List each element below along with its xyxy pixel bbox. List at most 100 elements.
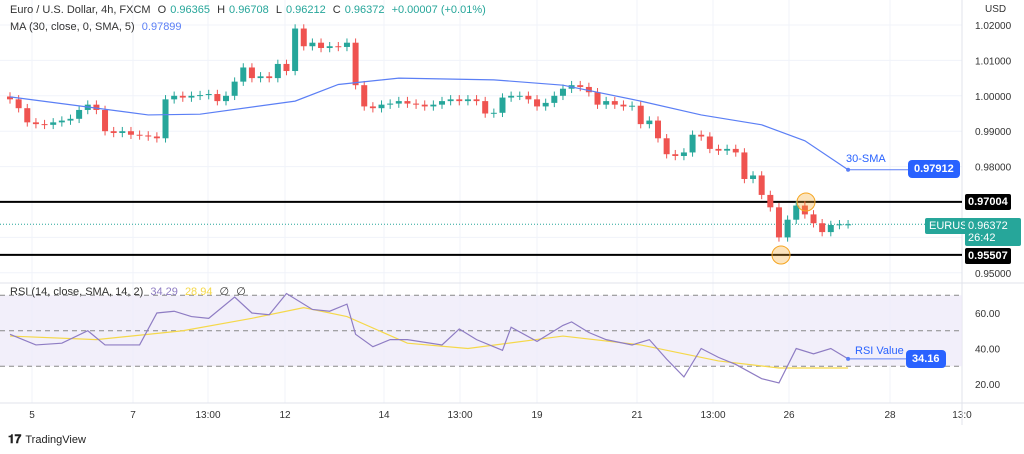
candle-body <box>741 152 748 179</box>
time-tick: 13:00 <box>195 410 220 421</box>
ma-legend-label: MA (30, close, 0, SMA, 5) <box>10 21 135 33</box>
candle-body <box>603 101 610 105</box>
candle-body <box>767 194 774 208</box>
candle-body <box>292 28 299 72</box>
time-tick: 26 <box>783 410 795 421</box>
candle-body <box>257 76 264 79</box>
rsi-legend-label: RSI (14, close, SMA, 14, 2) <box>10 286 144 298</box>
candle-body <box>369 106 376 109</box>
support-price-tag: 0.95507 <box>965 248 1011 264</box>
candle-body <box>248 67 255 79</box>
low-value: 0.96212 <box>285 4 326 16</box>
candle-body <box>689 134 696 153</box>
tradingview-logo[interactable]: 𝟏𝟕 TradingView <box>8 432 86 447</box>
candle-body <box>378 104 385 109</box>
candle-body <box>274 63 281 79</box>
candle-body <box>240 67 247 82</box>
candle-body <box>594 92 601 105</box>
candle-body <box>343 42 350 47</box>
candle-body <box>326 46 333 49</box>
candle-body <box>197 95 204 97</box>
candle-body <box>266 76 273 79</box>
candle-body <box>93 104 100 110</box>
candle-body <box>171 95 178 100</box>
close-label: C <box>332 4 341 16</box>
rsi-line <box>9 292 849 384</box>
high-value: 0.96708 <box>229 4 269 16</box>
close: C 0.96372 <box>333 4 385 16</box>
candle-body <box>24 108 31 123</box>
candle-body <box>421 104 428 107</box>
candle-body <box>845 224 852 226</box>
candle-body <box>456 99 463 102</box>
time-tick: 19 <box>531 410 543 421</box>
candle-body <box>439 101 445 105</box>
swing-high-circle <box>796 192 816 212</box>
sma-annotation-label: 30-SMA <box>846 153 886 165</box>
rsi-value-tag: 34.16 <box>906 350 946 368</box>
candle-body <box>585 86 592 93</box>
price-tick: 0.95000 <box>975 269 1012 280</box>
candle-body <box>542 102 549 107</box>
ma-line <box>9 77 849 171</box>
candle-body <box>655 120 661 139</box>
candle-body <box>525 95 532 100</box>
candle-body <box>309 42 316 47</box>
candle-body <box>50 122 57 125</box>
candle-body <box>629 105 636 107</box>
ma-legend[interactable]: MA (30, close, 0, SMA, 5) 0.97899 <box>10 21 186 33</box>
candle-body <box>283 63 290 72</box>
candle-body <box>335 46 342 48</box>
price-tick: 1.00000 <box>975 92 1012 103</box>
candle-body <box>387 103 394 105</box>
candle-body <box>516 95 523 97</box>
candle-body <box>793 205 800 220</box>
candle-body <box>784 219 791 238</box>
candle-body <box>464 99 471 102</box>
rsi-legend-x2: ∅ <box>236 286 246 298</box>
candle-body <box>179 95 186 98</box>
rsi-legend-value: 34.29 <box>150 286 178 298</box>
candle-body <box>102 109 109 132</box>
candle-body <box>32 122 39 125</box>
candle-body <box>395 101 402 104</box>
time-tick: 12 <box>279 410 291 421</box>
candle-body <box>413 103 420 105</box>
tradingview-logo-icon: 𝟏𝟕 <box>8 432 22 446</box>
time-tick: 14 <box>378 410 390 421</box>
high-label: H <box>217 4 226 16</box>
candle-body <box>559 88 566 96</box>
time-tick: 13:00 <box>447 410 472 421</box>
sma-value-tag: 0.97912 <box>908 160 960 178</box>
candle-body <box>637 105 644 125</box>
candle-body <box>41 124 48 126</box>
candle-body <box>119 131 126 133</box>
candle-body <box>361 85 368 107</box>
candle-body <box>646 120 653 125</box>
candle-body <box>819 223 826 233</box>
time-tick: 5 <box>29 410 35 421</box>
price-tick: 0.99000 <box>975 127 1012 138</box>
candle-body <box>801 205 808 215</box>
candle-body <box>482 101 489 114</box>
resistance-price-tag: 0.97004 <box>965 194 1011 210</box>
candle-body <box>318 42 325 49</box>
open-value: 0.96365 <box>170 4 210 16</box>
candle-body <box>188 95 195 98</box>
last-price: 0.96372 <box>968 220 1008 232</box>
high: H 0.96708 <box>217 4 269 16</box>
candle-body <box>300 28 307 47</box>
rsi-signal-line <box>9 307 849 369</box>
brand-name: TradingView <box>25 433 86 446</box>
candle-body <box>706 136 713 149</box>
rsi-tick: 60.00 <box>975 309 1000 320</box>
candle-body <box>352 42 359 86</box>
candle-body <box>551 95 558 103</box>
time-tick: 13:00 <box>700 410 725 421</box>
candle-body <box>611 101 618 105</box>
rsi-legend[interactable]: RSI (14, close, SMA, 14, 2) 34.29 28.94 … <box>10 285 250 298</box>
ohlc: O 0.96365 <box>158 4 210 16</box>
